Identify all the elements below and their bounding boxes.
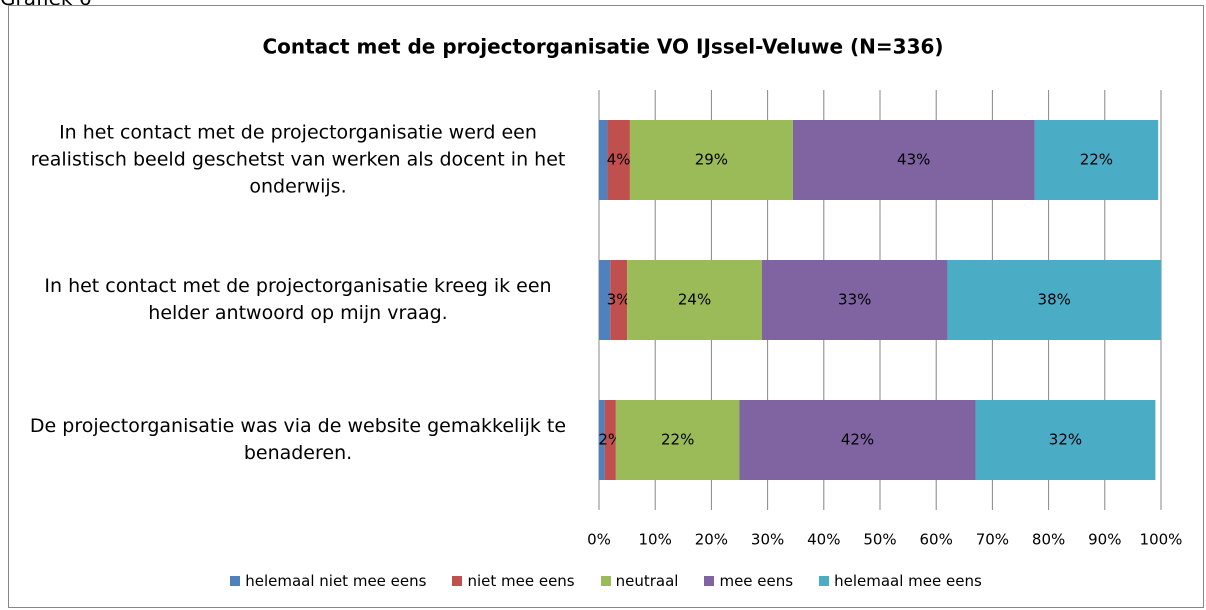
x-tick-label: 20% (695, 531, 728, 549)
bar-segment (739, 400, 976, 480)
x-tick-label: 60% (920, 531, 953, 549)
x-tick-label: 80% (1032, 531, 1065, 549)
bar-segment (599, 120, 608, 200)
bar-segment (607, 120, 630, 200)
bar-segment (947, 260, 1161, 340)
bar-segment (629, 120, 793, 200)
data-label: 4% (607, 151, 631, 169)
legend-label: neutraal (615, 572, 679, 590)
chart-title: Contact met de projectorganisatie VO IJs… (262, 35, 943, 59)
legend-swatch (704, 576, 715, 586)
x-tick-label: 10% (639, 531, 672, 549)
x-tick-label: 0% (587, 531, 611, 549)
bar-segment (1034, 120, 1159, 200)
category-label: In het contact met de projectorganisatie… (30, 121, 566, 198)
data-label: 24% (678, 291, 711, 309)
x-tick-label: 30% (751, 531, 784, 549)
category-label: In het contact met de projectorganisatie… (44, 275, 552, 324)
legend-swatch (819, 576, 830, 586)
x-tick-label: 70% (976, 531, 1009, 549)
x-tick-label: 100% (1140, 531, 1183, 549)
bar-segment (610, 260, 628, 340)
data-label: 3% (607, 291, 631, 309)
legend-item: niet mee eens (452, 572, 575, 590)
x-tick-label: 40% (807, 531, 840, 549)
bar-segment (615, 400, 740, 480)
bar-segment (604, 400, 616, 480)
bar-segment (975, 400, 1156, 480)
data-label: 33% (838, 291, 871, 309)
bar-segment (599, 400, 605, 480)
bar-segment (627, 260, 762, 340)
legend-label: niet mee eens (467, 572, 575, 590)
legend-label: helemaal niet mee eens (245, 572, 427, 590)
data-label: 32% (1049, 431, 1082, 449)
category-label: De projectorganisatie was via de website… (29, 415, 567, 464)
data-label: 43% (897, 151, 930, 169)
data-label: 22% (661, 431, 694, 449)
bar-segment (599, 260, 611, 340)
legend-item: helemaal mee eens (819, 572, 982, 590)
data-label: 42% (841, 431, 874, 449)
legend-swatch (452, 576, 463, 586)
x-tick-label: 90% (1088, 531, 1121, 549)
legend-label: helemaal mee eens (834, 572, 982, 590)
chart-frame (8, 5, 1204, 608)
legend-swatch (600, 576, 611, 586)
legend: helemaal niet mee eens niet mee eens neutr… (8, 572, 1204, 590)
bar-segment (761, 260, 948, 340)
legend-label: mee eens (719, 572, 794, 590)
data-label: 29% (695, 151, 728, 169)
legend-item: helemaal niet mee eens (230, 572, 426, 590)
data-label: 38% (1038, 291, 1071, 309)
x-tick-label: 50% (863, 531, 896, 549)
data-label: 22% (1080, 151, 1113, 169)
legend-item: mee eens (704, 572, 793, 590)
bar-segment (792, 120, 1035, 200)
legend-item: neutraal (600, 572, 679, 590)
legend-swatch (230, 576, 241, 586)
